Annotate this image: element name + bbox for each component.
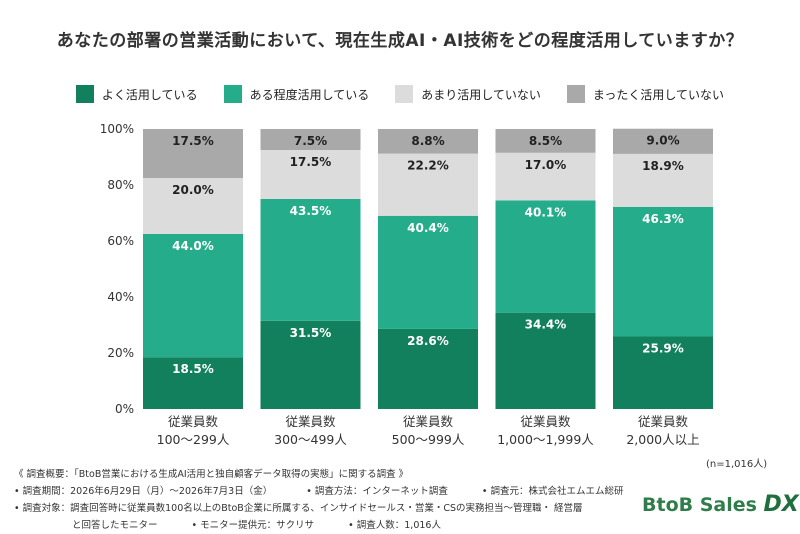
survey-method: • 調査方法：インターネット調査 xyxy=(306,486,448,497)
survey-footer: 《 調査概要：「BtoB営業における生成AI活用と独自顧客データ取得の実態」に関… xyxy=(14,466,623,534)
bar-segment xyxy=(143,357,243,409)
bar-segment xyxy=(378,328,478,409)
y-tick-label: 80% xyxy=(107,178,134,192)
data-label: 17.5% xyxy=(290,155,332,169)
y-tick-label: 20% xyxy=(107,346,134,360)
bar-segment xyxy=(143,129,243,178)
survey-count: • 調査人数：1,016人 xyxy=(348,520,441,531)
legend-swatch xyxy=(566,85,585,103)
sample-size-note: (n=1,016人) xyxy=(706,459,768,470)
x-category-label: 2,000人以上 xyxy=(626,432,699,447)
chart-title: あなたの部署の営業活動において、現在生成AI・AI技術をどの程度活用していますか… xyxy=(56,31,744,51)
bar-segment xyxy=(260,199,361,321)
data-label: 17.5% xyxy=(172,134,214,148)
bar-segment xyxy=(260,320,361,409)
survey-provider: • モニター提供元：サクリサ xyxy=(191,520,315,531)
legend-item-rarely: あまり活用していない xyxy=(395,85,541,103)
survey-target-cont: と回答したモニター • モニター提供元：サクリサ • 調査人数：1,016人 xyxy=(72,520,441,531)
survey-meta-row: • 調査期間：2026年6月29日（月）〜2026年7月3日（金） • 調査方法：… xyxy=(14,483,623,500)
legend-item-somewhat: ある程度活用している xyxy=(223,85,370,103)
data-label: 40.4% xyxy=(407,221,449,235)
bar-segment xyxy=(378,215,478,329)
bar-segment xyxy=(495,312,596,409)
bar-segment xyxy=(613,206,713,337)
survey-org: • 調査元：株式会社エムエム総研 xyxy=(481,486,624,497)
data-label: 8.8% xyxy=(411,134,444,148)
data-label: 17.0% xyxy=(525,158,567,172)
data-label: 28.6% xyxy=(407,334,449,348)
data-label: 22.2% xyxy=(407,159,449,173)
stacked-bar-chart: 0% 20% 40% 60% 80% 100% 18.5% 44.0% 20.0% 17.5% 従業… xyxy=(100,122,713,447)
data-label: 9.0% xyxy=(646,134,679,148)
legend-swatch xyxy=(75,85,94,103)
data-label: 18.9% xyxy=(642,159,684,173)
bar-segment xyxy=(378,129,478,154)
bar-segment xyxy=(495,200,596,313)
legend-swatch xyxy=(223,85,242,103)
bar-segment xyxy=(260,150,361,199)
y-tick-label: 40% xyxy=(107,290,134,304)
x-category-label: 1,000〜1,999人 xyxy=(497,432,594,447)
legend-label: ある程度活用している xyxy=(249,87,370,102)
brand-logo: BtoB Sales DX xyxy=(642,492,799,517)
data-label: 43.5% xyxy=(290,204,332,218)
x-category-label: 300〜499人 xyxy=(274,432,347,447)
bar-segment xyxy=(378,153,478,216)
legend-label: あまり活用していない xyxy=(421,87,541,102)
x-category-label: 500〜999人 xyxy=(392,432,465,447)
x-category-label: 従業員数 xyxy=(638,414,689,429)
survey-period: • 調査期間：2026年6月29日（月）〜2026年7月3日（金） xyxy=(14,486,273,497)
legend-label: よく活用している xyxy=(101,87,198,102)
data-label: 40.1% xyxy=(525,205,567,219)
y-tick-label: 0% xyxy=(115,402,134,416)
data-label: 44.0% xyxy=(172,239,214,253)
bar-segment xyxy=(495,129,596,153)
bar-segment xyxy=(613,128,713,154)
bar-segment xyxy=(495,152,596,201)
data-label: 46.3% xyxy=(642,212,684,226)
bar-segment xyxy=(143,234,243,358)
bar-segment xyxy=(613,336,713,409)
data-label: 34.4% xyxy=(525,318,567,332)
data-label: 7.5% xyxy=(294,134,327,148)
data-label: 25.9% xyxy=(642,341,684,355)
data-label: 8.5% xyxy=(529,134,562,148)
legend-item-often: よく活用している xyxy=(75,85,198,103)
legend: よく活用している ある程度活用している あまり活用していない まったく活用してい… xyxy=(0,85,800,103)
data-label: 31.5% xyxy=(290,326,332,340)
x-category-label: 従業員数 xyxy=(168,414,219,429)
x-category-label: 従業員数 xyxy=(285,414,336,429)
legend-swatch xyxy=(395,85,414,103)
survey-target: • 調査対象：調査回答時に従業員数100名以上のBtoB企業に所属する、インサイ… xyxy=(14,503,583,514)
data-label: 20.0% xyxy=(172,183,214,197)
survey-title: 《 調査概要：「BtoB営業における生成AI活用と独自顧客データ取得の実態」に関… xyxy=(14,469,409,480)
x-category-label: 100〜299人 xyxy=(157,432,230,447)
x-category-label: 従業員数 xyxy=(403,414,454,429)
y-tick-label: 100% xyxy=(100,122,134,136)
bar-segment xyxy=(613,153,713,207)
y-tick-label: 60% xyxy=(107,234,134,248)
bar-segment xyxy=(260,129,361,150)
data-label: 18.5% xyxy=(172,362,214,376)
x-category-label: 従業員数 xyxy=(520,414,571,429)
bar-segment xyxy=(143,178,243,234)
legend-item-never: まったく活用していない xyxy=(566,85,725,103)
legend-label: まったく活用していない xyxy=(592,87,725,102)
